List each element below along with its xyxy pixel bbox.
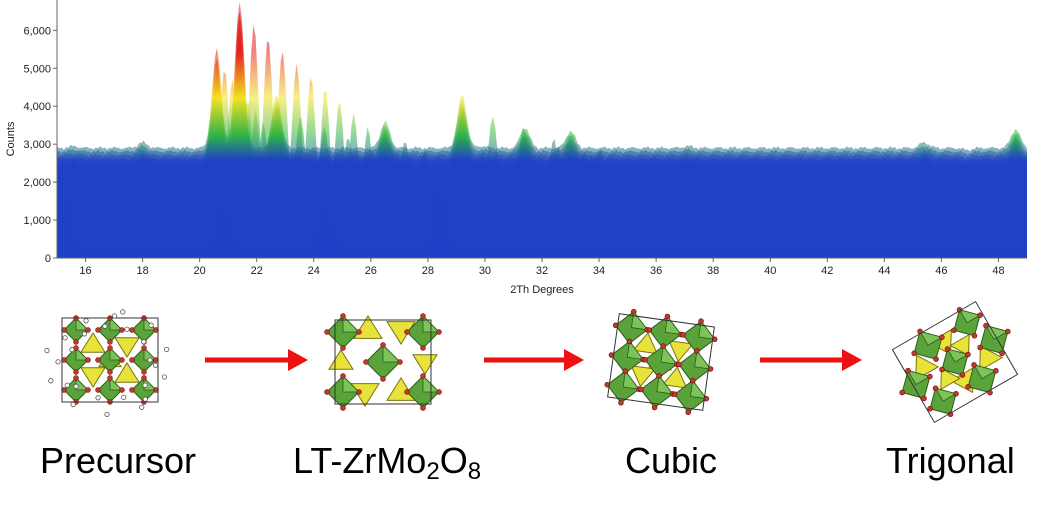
x-tick-label: 16	[79, 265, 91, 277]
lt-zrmo2o8-structure	[324, 313, 442, 411]
arrow-head-3	[842, 349, 862, 371]
pattern-trace-28	[57, 190, 1027, 258]
x-tick-label: 48	[992, 265, 1004, 277]
x-tick-label: 20	[194, 265, 206, 277]
phase-label-lt-zrmo2o8: LT-ZrMo2O8	[293, 440, 482, 485]
phase-label-precursor: Precursor	[40, 440, 197, 481]
axes: 0 1,000 2,000 3,000 4,000 5,000 6,000 16 18 20 22 2…	[5, 0, 1027, 296]
x-tick-label: 34	[593, 265, 605, 277]
x-tick-label: 18	[136, 265, 148, 277]
pattern-trace-16	[57, 40, 1027, 259]
arrow-head-1	[288, 349, 308, 371]
pattern-trace-25	[57, 153, 1027, 258]
pattern-trace-26	[57, 166, 1027, 258]
y-tick-label: 6,000	[23, 25, 51, 37]
y-tick-label: 0	[45, 253, 51, 265]
arrow-head-2	[564, 349, 584, 371]
trigonal-structure	[891, 300, 1019, 424]
phase-label-trigonal: Trigonal	[886, 440, 1015, 481]
x-tick-label: 26	[365, 265, 377, 277]
x-tick-label: 24	[308, 265, 320, 277]
x-tick-label: 38	[707, 265, 719, 277]
y-tick-label: 5,000	[23, 63, 51, 75]
x-tick-label: 32	[536, 265, 548, 277]
x-tick-label: 42	[821, 265, 833, 277]
transition-arrows	[205, 349, 862, 371]
x-tick-label: 28	[422, 265, 434, 277]
y-tick-label: 4,000	[23, 101, 51, 113]
y-tick-label: 3,000	[23, 139, 51, 151]
cubic-structure	[604, 308, 718, 416]
x-axis-label: 2Th Degrees	[510, 284, 574, 296]
pattern-trace-22	[57, 112, 1027, 258]
y-axis-label: Counts	[5, 121, 17, 156]
diffraction-chart: 0 1,000 2,000 3,000 4,000 5,000 6,000 16 18 20 22 2…	[5, 0, 1027, 296]
y-tick-label: 1,000	[23, 215, 51, 227]
x-tick-label: 46	[935, 265, 947, 277]
y-tick-label: 2,000	[23, 177, 51, 189]
precursor-structure	[44, 309, 170, 417]
phase-label-cubic: Cubic	[625, 440, 718, 481]
x-tick-label: 44	[878, 265, 890, 277]
x-tick-label: 22	[251, 265, 263, 277]
plot-area	[57, 2, 1027, 259]
x-tick-label: 40	[764, 265, 776, 277]
x-tick-label: 36	[650, 265, 662, 277]
x-tick-label: 30	[479, 265, 491, 277]
